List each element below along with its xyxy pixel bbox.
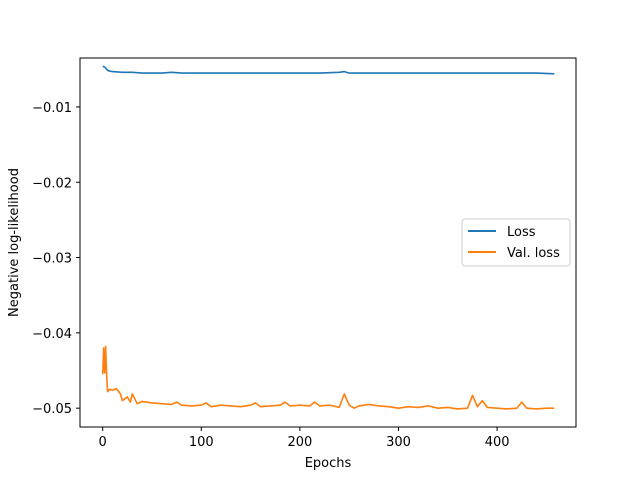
plot-frame — [79, 57, 577, 428]
series-line-loss — [102, 65, 555, 75]
x-tick-label: 300 — [386, 435, 411, 450]
legend-label-loss: Loss — [507, 225, 536, 240]
y-tick-label: −0.04 — [32, 327, 72, 342]
legend-label-val-loss: Val. loss — [507, 246, 560, 261]
x-tick-label: 100 — [189, 435, 214, 450]
legend: Loss Val. loss — [461, 218, 571, 267]
x-tick-label: 200 — [287, 435, 312, 450]
series-line-val-loss — [101, 345, 555, 410]
x-axis-label: Epochs — [305, 456, 352, 471]
y-tick-label: −0.05 — [32, 402, 72, 417]
series-layer — [101, 65, 555, 410]
y-tick-label: −0.03 — [32, 252, 72, 267]
y-axis: −0.05 −0.04 −0.03 −0.02 −0.01 — [32, 101, 80, 417]
y-tick-label: −0.02 — [32, 176, 72, 191]
y-tick-label: −0.01 — [32, 101, 72, 116]
y-axis-label: Negative log-likelihood — [7, 168, 22, 317]
x-axis: 0 100 200 300 400 — [99, 427, 510, 450]
x-tick-label: 400 — [485, 435, 510, 450]
x-tick-label: 0 — [99, 435, 107, 450]
